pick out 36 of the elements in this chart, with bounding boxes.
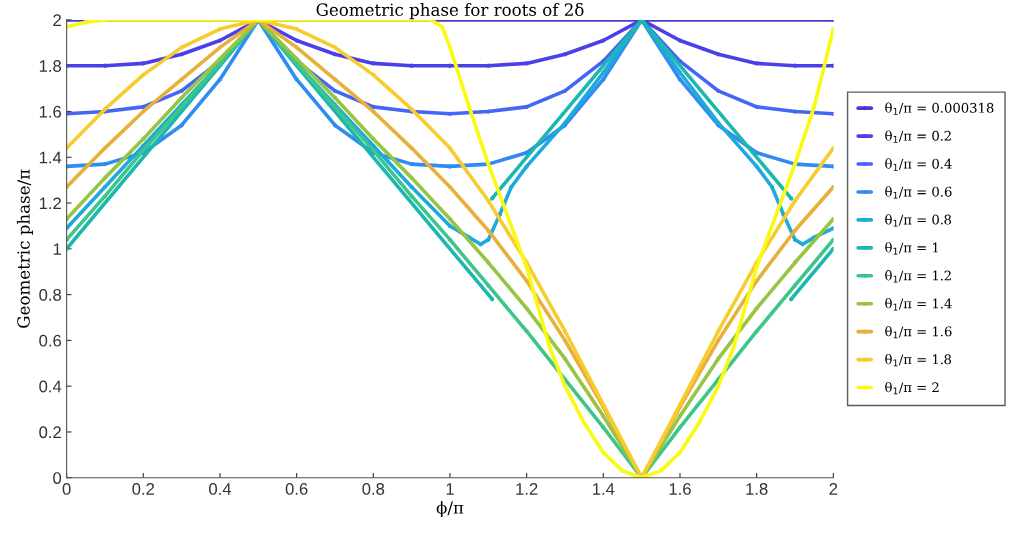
chart-title: Geometric phase for roots of 2δ <box>316 2 584 20</box>
x-tick-label: 1.4 <box>593 483 615 495</box>
legend-label: θ$_{1}$/π = 0.000318 <box>885 102 994 115</box>
y-tick-label: 0.8 <box>39 289 62 301</box>
y-tick-label: 0.4 <box>39 380 62 393</box>
y-tick-label: 1.4 <box>39 151 62 164</box>
y-tick-label: 0.2 <box>39 426 61 439</box>
legend-label: θ$_{1}$/π = 0.2 <box>885 130 951 143</box>
legend-label: θ$_{1}$/π = 1 <box>885 242 938 255</box>
x-tick-label: 1.6 <box>669 483 691 495</box>
legend-label: θ$_{1}$/π = 1.2 <box>885 270 951 283</box>
legend-label: θ$_{1}$/π = 1.6 <box>885 326 952 339</box>
y-tick-label: 1.6 <box>39 105 62 118</box>
legend-label: θ$_{1}$/π = 0.4 <box>885 158 952 171</box>
y-tick-label: 2 <box>53 14 61 26</box>
legend-label: θ$_{1}$/π = 1.4 <box>885 298 952 311</box>
y-tick-label: 0.6 <box>39 334 62 347</box>
x-tick-label: 0.2 <box>132 483 155 495</box>
legend-label: θ$_{1}$/π = 1.8 <box>885 353 952 367</box>
y-tick-label: 0 <box>53 472 62 484</box>
x-tick-label: 1.8 <box>746 483 768 495</box>
y-tick-label: 1.8 <box>39 60 62 72</box>
y-tick-label: 1 <box>53 243 61 255</box>
legend-label: θ$_{1}$/π = 2 <box>885 381 939 395</box>
x-tick-label: 2 <box>829 483 838 495</box>
x-tick-label: 0.8 <box>362 483 385 495</box>
y-tick-label: 1.2 <box>39 197 61 210</box>
legend-label: θ$_{1}$/π = 0.8 <box>885 214 952 227</box>
x-tick-label: 0.6 <box>285 483 308 495</box>
x-tick-label: 0.4 <box>209 483 232 495</box>
x-tick-label: 1 <box>446 483 454 495</box>
x-tick-label: 0 <box>62 483 71 495</box>
legend-label: θ$_{1}$/π = 0.6 <box>885 186 952 199</box>
y-axis-title: Geometric phase/π <box>16 169 34 328</box>
x-axis-title: ϕ/π <box>436 500 464 518</box>
x-tick-label: 1.2 <box>516 483 538 495</box>
